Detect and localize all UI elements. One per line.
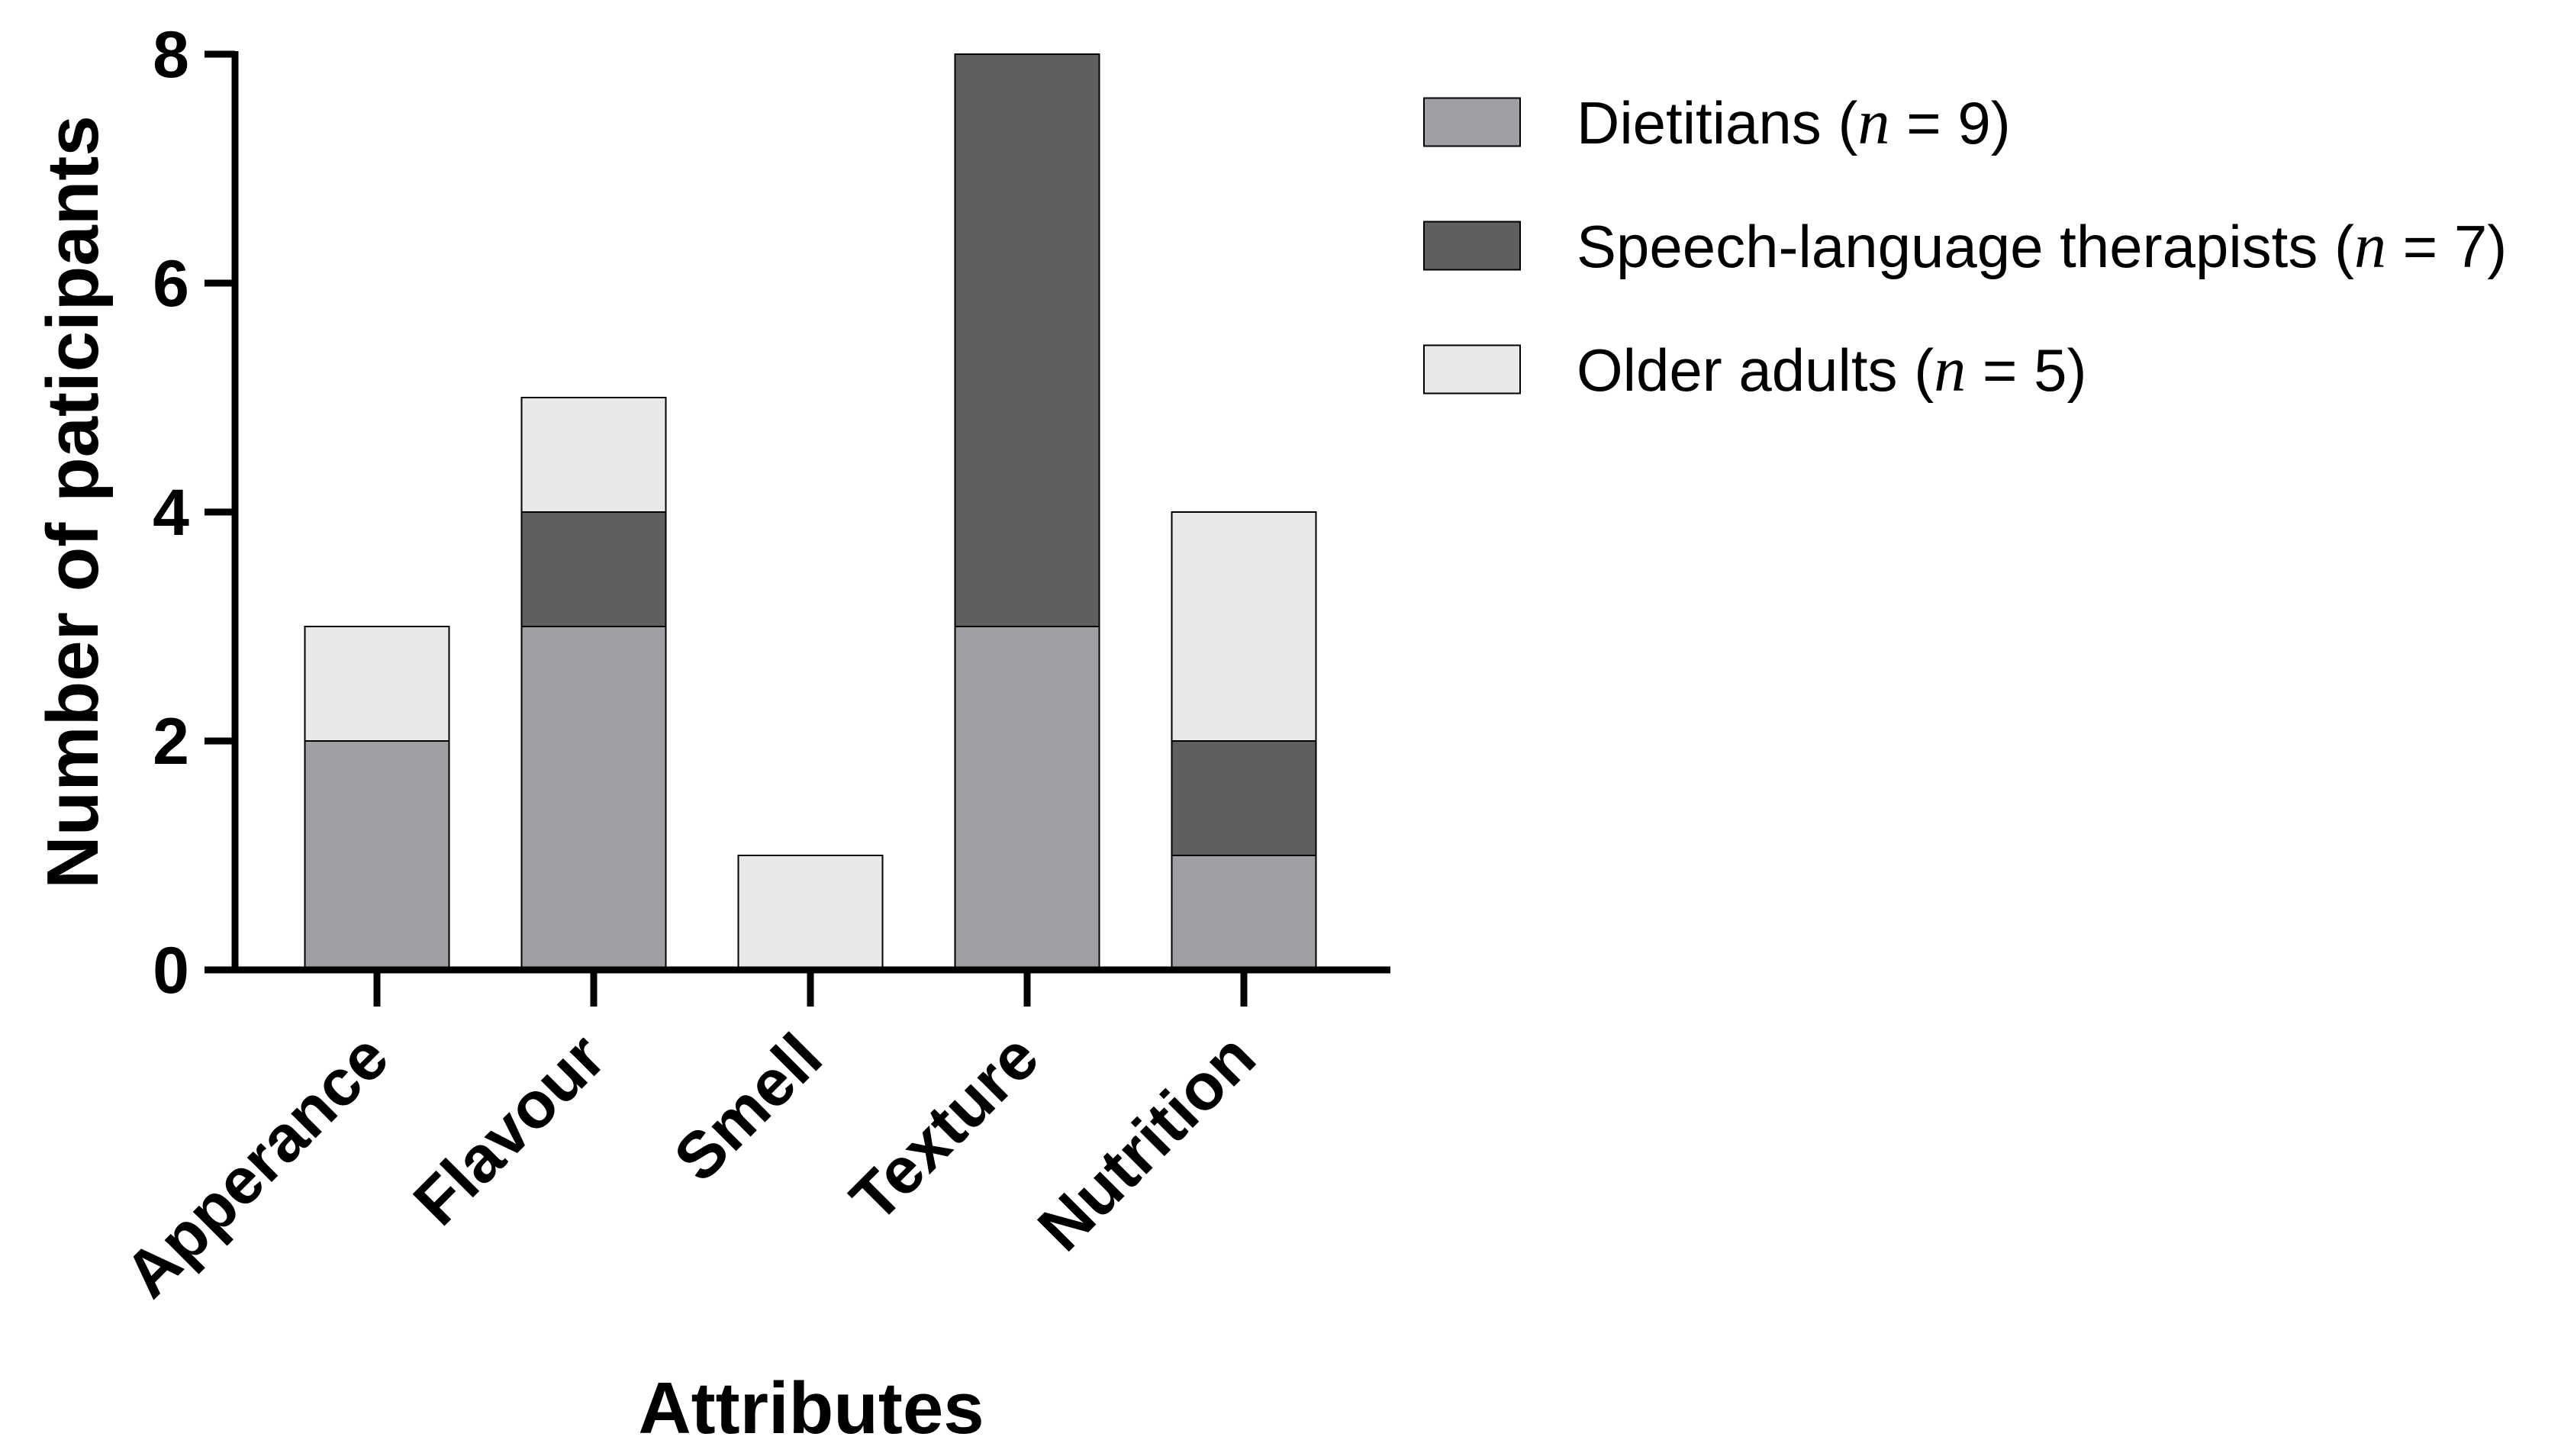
x-axis-title: Attributes [638,1367,984,1449]
bar-texture-series-0 [954,626,1100,971]
legend-swatch-2 [1423,344,1521,395]
y-ticks-layer: 0 2 4 6 8 [153,18,235,1007]
y-tick-label: 8 [153,18,189,92]
legend-label-1: Speech-language therapists (n = 7) [1577,211,2507,282]
legend-label-0: Dietitians (n = 9) [1577,87,2011,158]
bar-nutrition-series-1 [1171,740,1317,856]
y-tick-label: 2 [153,705,189,778]
bar-apperance-series-2 [304,626,450,742]
x-tick-label-smell: Smell [660,1020,836,1196]
legend-label-2: Older adults (n = 5) [1577,334,2086,405]
bar-smell-series-2 [737,855,884,971]
bar-texture-series-1 [954,53,1100,627]
bar-flavour-series-2 [520,397,667,513]
x-tick-label-nutrition: Nutrition [1024,1020,1269,1265]
bars-layer [304,53,1317,971]
bar-flavour-series-1 [520,511,667,627]
bar-nutrition-series-0 [1171,855,1317,971]
legend-swatch-0 [1423,97,1521,147]
y-axis-title: Number of paticipants [32,115,114,888]
x-tick-label-texture: Texture [836,1020,1052,1236]
bar-flavour-series-0 [520,626,667,971]
bar-nutrition-series-2 [1171,511,1317,742]
y-tick-label: 4 [153,476,189,549]
x-tick-label-flavour: Flavour [400,1020,620,1240]
y-tick-label: 6 [153,247,189,321]
x-tick-label-apperance: Apperance [111,1020,402,1312]
legend: Dietitians (n = 9) Speech-language therap… [1423,87,2507,405]
legend-swatch-1 [1423,221,1521,271]
y-tick-label: 0 [153,934,189,1007]
bar-apperance-series-0 [304,740,450,971]
